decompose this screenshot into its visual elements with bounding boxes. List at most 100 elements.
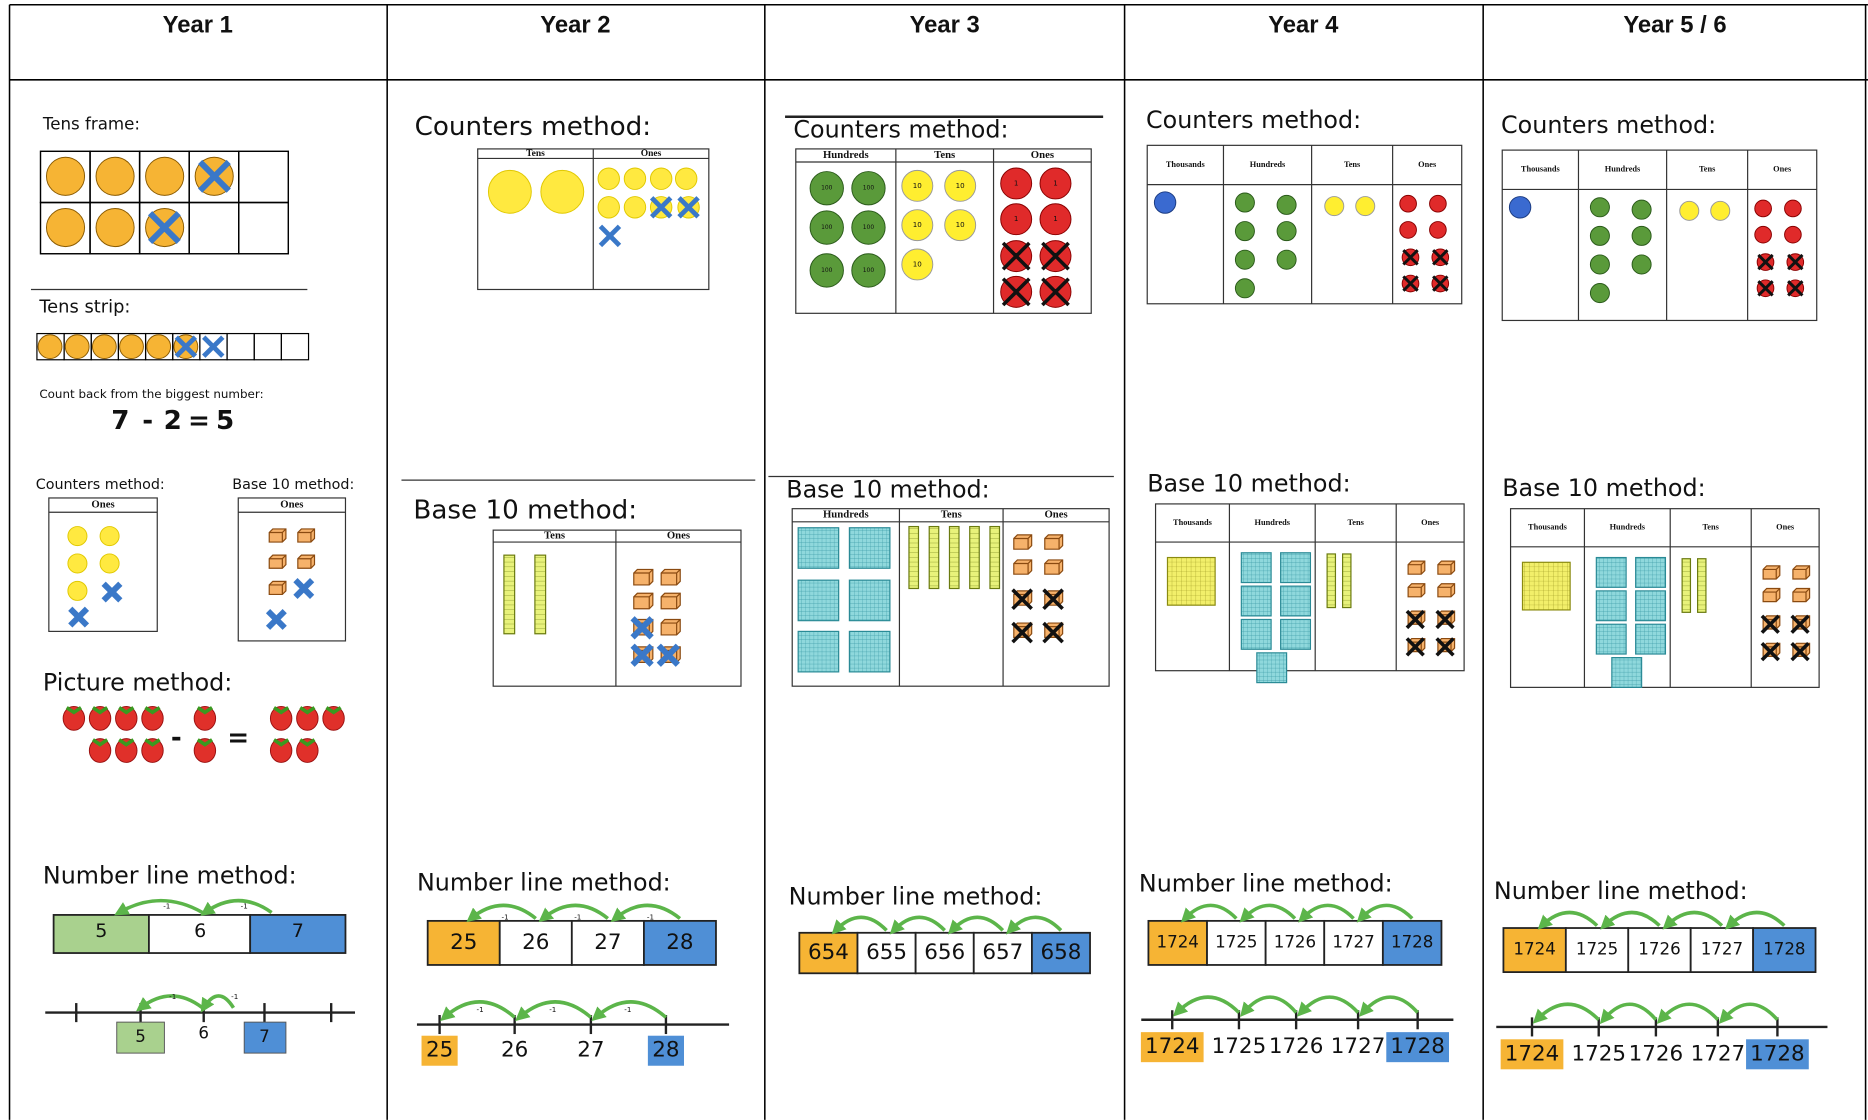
- number-cell-label: 658: [1041, 940, 1082, 965]
- place-value-table: [237, 497, 347, 642]
- jump-label: -1: [624, 1005, 631, 1014]
- cube-edge: [1437, 560, 1455, 575]
- counter: [1784, 199, 1802, 218]
- equation-part: 2: [164, 406, 182, 436]
- number-line-label: 1724: [1505, 1041, 1560, 1066]
- cross-out: [1011, 621, 1033, 644]
- counter-label: 10: [913, 259, 923, 268]
- jump-arrow: [200, 898, 273, 916]
- cross-out: [1760, 614, 1780, 634]
- jump-label: -1: [241, 902, 248, 911]
- counter: [45, 156, 86, 196]
- hundreds-flat: [1635, 590, 1667, 622]
- hundreds-flat: [848, 579, 891, 622]
- section-label: Base 10 method:: [786, 475, 989, 503]
- cross-out: [1432, 275, 1449, 292]
- counter: [623, 167, 647, 190]
- hundreds-flat: [848, 630, 891, 673]
- strawberry: [296, 738, 319, 763]
- hundreds-flat: [1240, 585, 1272, 617]
- counter: [1589, 225, 1610, 246]
- cube-edge: [1792, 588, 1811, 602]
- counter-label: 1: [1053, 214, 1058, 223]
- cross-out: [1760, 642, 1780, 662]
- jump-arrow: [1356, 903, 1414, 923]
- counter-label: 100: [863, 267, 875, 274]
- hundreds-flat: [1256, 652, 1288, 684]
- section-label: Base 10 method:: [1502, 474, 1705, 502]
- counter: [1000, 167, 1033, 200]
- jump-arrow: [591, 1000, 668, 1022]
- strawberry-leaf: [299, 706, 316, 715]
- highlight-box: [421, 1035, 458, 1066]
- number-line-label: 5: [135, 1027, 146, 1046]
- number-line-label: 1725: [1212, 1034, 1267, 1059]
- tens-rod: [928, 525, 940, 590]
- place-value-table: [48, 497, 158, 632]
- strawberry-leaf: [65, 706, 82, 715]
- worksheet-body: Year 1 Year 2 Year 3 Year 4 Year 5 / 6 Tens f…: [8, 3, 1868, 1120]
- column-heading: Tens: [1348, 518, 1365, 527]
- section-label: Tens strip:: [38, 296, 130, 317]
- cross-out: [1405, 637, 1425, 657]
- counter: [851, 253, 886, 288]
- number-cell-label: 1726: [1638, 940, 1680, 959]
- number-cell-label: 1727: [1701, 940, 1743, 959]
- counter: [1754, 225, 1772, 244]
- jump-arrow: [1537, 910, 1599, 930]
- equation-part: =: [188, 406, 210, 436]
- jump-arrow: [1656, 1002, 1720, 1024]
- number-cell: [426, 919, 501, 966]
- number-cell: [972, 931, 1033, 975]
- cross-out: [293, 578, 315, 599]
- jump-arrow: [947, 915, 1005, 935]
- hundreds-flat: [1595, 590, 1627, 622]
- strawberry-leaf: [118, 738, 135, 747]
- number-cell-label: 25: [450, 930, 477, 955]
- number-line-label: 1727: [1691, 1041, 1746, 1066]
- number-cell: [643, 919, 717, 966]
- tens-rod: [534, 554, 547, 635]
- strawberry-leaf: [91, 738, 109, 747]
- counter: [95, 208, 135, 248]
- section-label: Base 10 method:: [1147, 469, 1350, 497]
- strawberry: [296, 705, 319, 731]
- highlight-box: [116, 1021, 165, 1054]
- tens-rod: [1697, 558, 1707, 613]
- section-label: Counters method:: [415, 112, 652, 142]
- strawberry-leaf: [144, 706, 161, 715]
- counter-label: 100: [821, 224, 833, 231]
- cross-out: [598, 224, 622, 248]
- number-cell-label: 1727: [1332, 932, 1374, 951]
- counter: [1234, 221, 1255, 242]
- section-label: Number line method:: [417, 868, 671, 896]
- number-cell-label: 26: [522, 930, 549, 955]
- column-heading: Ones: [1031, 149, 1054, 161]
- number-cell-label: 1728: [1391, 932, 1433, 951]
- number-cell-label: 655: [866, 940, 907, 965]
- counter: [809, 210, 844, 245]
- counter-label: 100: [863, 185, 875, 192]
- number-line-label: 28: [652, 1038, 679, 1063]
- place-value-table: [1501, 149, 1818, 322]
- number-cell-label: 27: [594, 930, 621, 955]
- counter-label: 100: [821, 267, 833, 274]
- counter: [944, 209, 977, 242]
- counter: [146, 334, 172, 360]
- number-cell: [148, 914, 252, 954]
- place-value-table: [1146, 144, 1463, 305]
- counter: [1589, 197, 1610, 218]
- number-cell-label: 1724: [1157, 932, 1199, 951]
- cube-edge: [1763, 588, 1781, 602]
- jump-label: -1: [647, 912, 654, 921]
- counter: [1508, 196, 1532, 219]
- equation-part: -: [142, 406, 153, 436]
- strawberry-leaf: [273, 706, 290, 715]
- jump-arrow: [515, 1000, 593, 1022]
- cross-out: [1757, 253, 1774, 271]
- cube-edge: [661, 592, 681, 609]
- counter: [597, 196, 620, 219]
- strip-cell: [253, 332, 282, 361]
- strawberry: [141, 705, 164, 731]
